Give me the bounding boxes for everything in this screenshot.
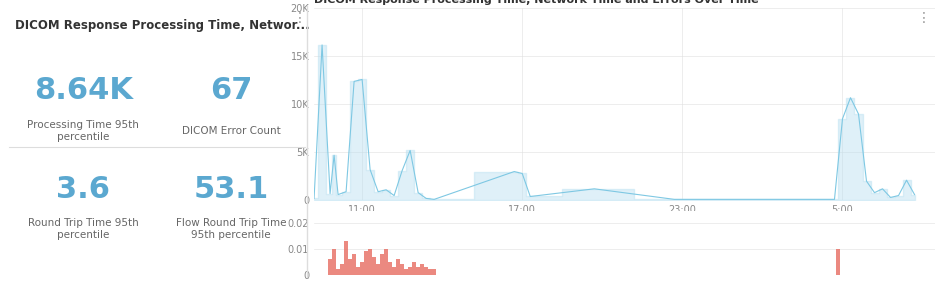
Bar: [416, 267, 420, 275]
Bar: [345, 241, 348, 275]
Text: Round Trip Time 95th
percentile: Round Trip Time 95th percentile: [28, 218, 139, 240]
Bar: [336, 269, 340, 275]
Bar: [388, 262, 392, 275]
Bar: [329, 259, 332, 275]
Bar: [360, 262, 364, 275]
Bar: [376, 264, 380, 275]
Bar: [404, 269, 408, 275]
Bar: [384, 249, 388, 275]
Bar: [836, 249, 840, 275]
Bar: [372, 257, 376, 275]
Bar: [348, 259, 352, 275]
Text: 53.1: 53.1: [194, 175, 269, 204]
Text: DICOM Response Processing Time, Networ...: DICOM Response Processing Time, Networ..…: [15, 19, 310, 32]
Bar: [368, 249, 372, 275]
Text: Processing Time 95th
percentile: Processing Time 95th percentile: [27, 120, 140, 142]
Bar: [400, 264, 404, 275]
Text: 67: 67: [210, 76, 252, 106]
Bar: [340, 264, 345, 275]
Bar: [396, 259, 400, 275]
Bar: [420, 264, 424, 275]
Text: ⋮: ⋮: [917, 11, 930, 25]
Bar: [332, 249, 336, 275]
Text: DICOM Response Processing Time, Network Time and Errors Over Time: DICOM Response Processing Time, Network …: [314, 0, 759, 5]
Bar: [392, 267, 396, 275]
Text: DICOM Error Count: DICOM Error Count: [181, 126, 280, 136]
Text: ⋮: ⋮: [294, 11, 307, 25]
Bar: [413, 262, 416, 275]
Bar: [356, 267, 360, 275]
Bar: [364, 252, 368, 275]
Bar: [380, 254, 384, 275]
Bar: [352, 254, 356, 275]
Bar: [424, 267, 429, 275]
Bar: [432, 269, 436, 275]
Bar: [429, 269, 432, 275]
Text: 8.64K: 8.64K: [34, 76, 133, 106]
Bar: [408, 267, 413, 275]
Text: 3.6: 3.6: [57, 175, 110, 204]
Text: Flow Round Trip Time
95th percentile: Flow Round Trip Time 95th percentile: [176, 218, 286, 240]
